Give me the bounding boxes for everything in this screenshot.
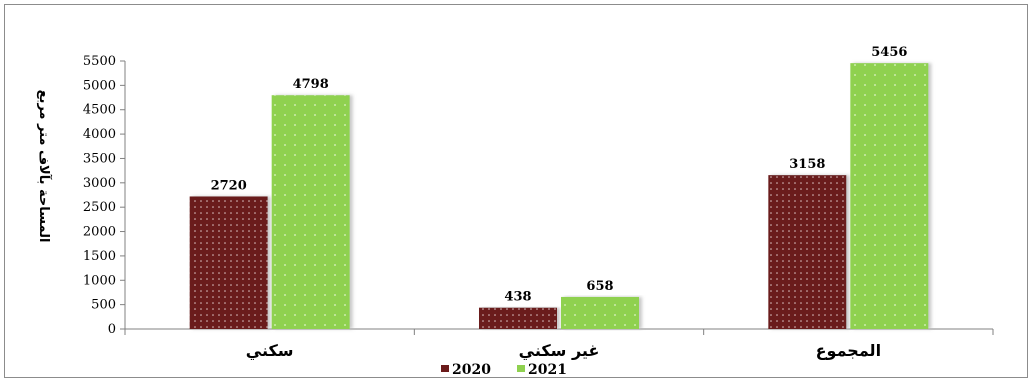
bar-2021-2 bbox=[850, 63, 929, 329]
y-tick-label: 4000 bbox=[83, 127, 116, 142]
y-tick-label: 500 bbox=[91, 298, 116, 313]
data-label: 658 bbox=[586, 279, 613, 294]
legend-label-2021: 2021 bbox=[528, 362, 567, 378]
x-category-label: المجموع bbox=[816, 341, 881, 360]
y-tick-label: 0 bbox=[108, 322, 116, 337]
bar-2020-2 bbox=[768, 175, 847, 329]
y-axis-label: المساحة بآلاف متر مربع bbox=[36, 90, 53, 243]
legend: 2020 2021 bbox=[441, 362, 567, 378]
x-category-label: غير سكني bbox=[519, 341, 600, 361]
axes: 0 500 1000 1500 2000 2500 3000 3500 4000 4500 5000… bbox=[83, 54, 994, 337]
y-tick-label: 1500 bbox=[83, 249, 116, 264]
x-category-label: سكني bbox=[246, 341, 294, 361]
data-label: 2720 bbox=[211, 178, 247, 193]
bar-2020-0 bbox=[189, 196, 268, 329]
bar-2021-0 bbox=[271, 95, 350, 329]
labels: 2720 4798 سكني 438 658 غير سكني 3158 5456 المجمو… bbox=[211, 45, 908, 361]
y-tick-label: 5000 bbox=[83, 78, 116, 93]
legend-swatch-2020 bbox=[441, 365, 449, 372]
data-label: 3158 bbox=[789, 157, 825, 172]
bar-2020-1 bbox=[479, 307, 557, 329]
data-label: 5456 bbox=[871, 45, 907, 60]
data-label: 438 bbox=[504, 290, 531, 305]
y-tick-label: 5500 bbox=[83, 54, 116, 69]
data-label: 4798 bbox=[293, 77, 329, 92]
bars bbox=[189, 63, 929, 329]
legend-swatch-2021 bbox=[517, 365, 525, 372]
y-tick-label: 4500 bbox=[83, 103, 116, 118]
y-tick-label: 3000 bbox=[83, 176, 116, 191]
y-tick-label: 1000 bbox=[83, 273, 116, 288]
legend-label-2020: 2020 bbox=[452, 362, 491, 378]
bar-2021-1 bbox=[561, 296, 639, 329]
y-tick-label: 2500 bbox=[83, 200, 116, 215]
y-tick-label: 2000 bbox=[83, 225, 116, 240]
y-tick-label: 3500 bbox=[83, 151, 116, 166]
